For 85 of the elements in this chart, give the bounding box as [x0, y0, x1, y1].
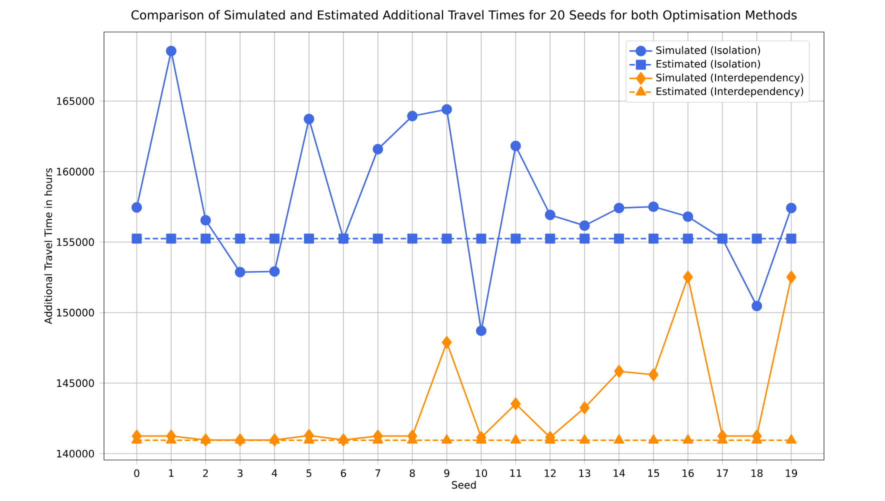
- y-tick-label: 160000: [57, 168, 94, 176]
- point: [580, 234, 590, 244]
- y-tick-label: 140000: [57, 450, 94, 458]
- x-tick-label: 7: [375, 469, 380, 477]
- point: [580, 401, 590, 414]
- x-tick-label: 12: [544, 469, 556, 477]
- y-tick-label: 150000: [57, 308, 94, 316]
- point: [717, 234, 728, 244]
- x-tick-label: 16: [682, 469, 694, 478]
- point: [752, 234, 762, 244]
- point: [372, 144, 384, 154]
- x-tick-label: 1: [169, 469, 174, 477]
- x-tick-label: 14: [614, 469, 625, 477]
- x-tick-label: 0: [134, 469, 140, 478]
- point: [614, 364, 624, 378]
- point: [338, 234, 348, 244]
- point: [648, 234, 658, 244]
- point: [166, 46, 176, 56]
- point: [579, 434, 590, 444]
- point: [510, 234, 521, 244]
- point: [442, 434, 452, 444]
- point: [510, 140, 521, 152]
- point: [407, 110, 418, 122]
- x-tick-label: 15: [648, 469, 660, 477]
- x-tick-label: 19: [786, 469, 798, 478]
- point: [200, 234, 211, 244]
- x-tick-label: 11: [510, 469, 522, 477]
- point: [131, 202, 142, 213]
- point: [166, 234, 176, 244]
- chart-title: Comparison of Simulated and Estimated Additional Travel Times for 20 Seeds for both Optimisation Methods: [131, 10, 797, 22]
- point: [579, 220, 590, 231]
- point: [442, 104, 452, 115]
- y-tick-label: 155000: [57, 238, 94, 246]
- point: [132, 234, 142, 244]
- legend-label: Simulated (Isolation): [656, 46, 760, 56]
- point: [682, 270, 693, 284]
- point: [752, 300, 762, 312]
- y-tick-label: 165000: [57, 97, 94, 105]
- point: [269, 266, 280, 277]
- point: [234, 266, 246, 278]
- point: [682, 434, 694, 444]
- x-tick-label: 10: [476, 469, 487, 478]
- x-tick-label: 3: [238, 469, 243, 478]
- point: [648, 201, 659, 212]
- point: [510, 434, 521, 444]
- y-tick-label: 145000: [57, 379, 94, 387]
- point: [786, 202, 797, 214]
- x-tick-label: 6: [340, 469, 346, 478]
- x-tick-label: 9: [444, 469, 450, 478]
- point: [614, 202, 624, 214]
- point: [614, 234, 624, 244]
- legend-label: Estimated (Isolation): [656, 60, 760, 69]
- point: [442, 234, 452, 244]
- point: [476, 234, 486, 244]
- point: [786, 270, 796, 284]
- point: [407, 234, 418, 244]
- x-tick-label: 17: [717, 469, 728, 477]
- point: [476, 326, 486, 336]
- point: [786, 234, 796, 244]
- point: [648, 368, 658, 382]
- x-tick-label: 5: [306, 469, 312, 477]
- y-axis-title: Additional Travel Time in hours: [44, 168, 52, 324]
- x-axis-title: Seed: [452, 480, 476, 489]
- x-tick-label: 4: [272, 469, 278, 477]
- x-tick-label: 13: [579, 469, 590, 478]
- x-tick-label: 2: [203, 469, 208, 477]
- point: [545, 234, 556, 244]
- point: [510, 398, 521, 410]
- x-tick-label: 18: [751, 469, 763, 478]
- point: [648, 434, 659, 444]
- point: [682, 211, 694, 222]
- point: [304, 234, 314, 244]
- point: [304, 114, 314, 124]
- legend-label: Simulated (Interdependency): [656, 74, 804, 84]
- point: [614, 434, 624, 444]
- point: [372, 234, 383, 244]
- point: [235, 234, 246, 244]
- point: [786, 434, 797, 444]
- point: [200, 214, 211, 226]
- point: [544, 210, 556, 220]
- point: [442, 336, 452, 349]
- point: [270, 234, 280, 244]
- x-tick-label: 8: [410, 469, 415, 478]
- point: [682, 234, 693, 244]
- legend-label: Estimated (Interdependency): [656, 87, 804, 98]
